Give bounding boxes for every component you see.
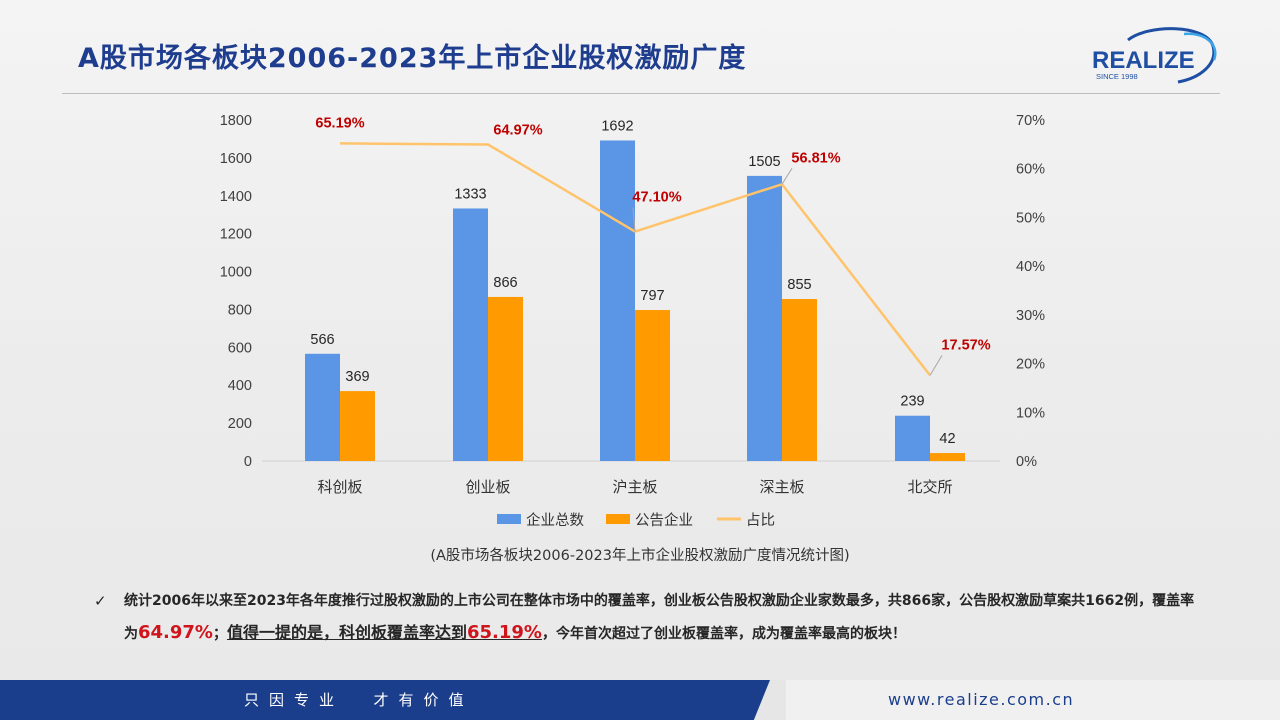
legend-label: 公告企业: [635, 511, 693, 529]
x-tick-label: 科创板: [317, 478, 362, 496]
bar-announced: [488, 296, 523, 461]
ratio-label: 17.57%: [941, 337, 990, 353]
bar-total: [895, 415, 930, 461]
x-tick-label: 沪主板: [612, 478, 657, 496]
bar-value-label: 239: [900, 394, 924, 410]
y2-tick-label: 20%: [1016, 357, 1045, 373]
legend-label: 占比: [746, 512, 775, 529]
y-tick-label: 1600: [220, 151, 252, 167]
page-title: A股市场各板块2006-2023年上市企业股权激励广度: [78, 43, 747, 74]
y-tick-label: 200: [228, 416, 252, 432]
label-leader: [632, 207, 636, 232]
chart-legend: 企业总数 公告企业 占比: [497, 511, 775, 529]
bar-announced: [930, 453, 965, 461]
x-axis-labels: 科创板 创业板 沪主板 深主板 北交所: [317, 478, 952, 496]
bars: [305, 140, 965, 461]
footer-website-link[interactable]: www.realize.com.cn: [888, 690, 1075, 709]
y2-tick-label: 60%: [1016, 162, 1045, 178]
ratio-line: 65.19% 64.97% 47.10% 56.81% 17.57%: [315, 115, 991, 377]
y-tick-label: 1000: [220, 265, 252, 281]
bar-value-label: 855: [787, 277, 811, 293]
title-divider: [62, 93, 1220, 94]
ratio-label: 47.10%: [632, 190, 681, 206]
bar-value-label: 1505: [748, 154, 780, 170]
y-tick-label: 0: [244, 454, 252, 470]
bar-value-label: 566: [310, 332, 334, 348]
label-leader: [929, 355, 943, 376]
y2-tick-label: 10%: [1016, 405, 1045, 421]
summary-text: 统计2006年以来至2023年各年度推行过股权激励的上市公司在整体市场中的覆盖率…: [124, 585, 1204, 650]
ratio-label: 64.97%: [493, 123, 542, 139]
y-tick-label: 1800: [220, 113, 252, 129]
footer-bar: 只因专业 才有价值 www.realize.com.cn: [0, 680, 1280, 720]
bar-value-label: 1692: [601, 118, 633, 134]
legend-swatch: [606, 514, 630, 524]
bar-total: [747, 175, 782, 461]
x-tick-label: 创业板: [465, 478, 510, 496]
bar-announced: [635, 310, 670, 461]
bar-announced: [782, 299, 817, 461]
bar-value-label: 1333: [454, 186, 486, 202]
y2-tick-label: 30%: [1016, 308, 1045, 324]
y2-tick-label: 0%: [1016, 454, 1037, 470]
y-axis-right: 0% 10% 20% 30% 40% 50% 60% 70%: [1016, 113, 1045, 470]
check-icon: ✓: [94, 592, 107, 610]
note-text-1: 统计2006年以来至2023年各年度推行过股权激励的上市公司在整体市场中的覆盖率…: [124, 593, 1195, 642]
note-rate-star: 65.19%: [467, 622, 542, 643]
bar-total: [600, 140, 635, 461]
bar-value-label: 797: [640, 288, 664, 304]
realize-logo: REALIZE SINCE 1998: [1092, 27, 1217, 84]
footer-right-panel-inner: [786, 680, 1280, 720]
summary-note: ✓ 统计2006年以来至2023年各年度推行过股权激励的上市公司在整体市场中的覆…: [94, 585, 1204, 650]
bar-announced: [340, 391, 375, 461]
chart-caption: (A股市场各板块2006-2023年上市企业股权激励广度情况统计图): [430, 548, 850, 564]
label-leader: [781, 167, 793, 185]
y2-tick-label: 70%: [1016, 113, 1045, 129]
bar-total: [305, 353, 340, 461]
logo-wordmark: REALIZE: [1092, 47, 1195, 74]
footer-slogan: 只因专业 才有价值: [244, 691, 474, 709]
y-tick-label: 600: [228, 340, 252, 356]
y2-tick-label: 50%: [1016, 210, 1045, 226]
y-tick-label: 1400: [220, 189, 252, 205]
y-tick-label: 400: [228, 378, 252, 394]
legend-swatch: [497, 514, 521, 524]
note-rate-chinext: 64.97%: [138, 622, 213, 643]
ratio-label: 65.19%: [315, 115, 364, 131]
x-tick-label: 深主板: [759, 478, 804, 496]
bar-line-chart: 0 200 400 600 800 1000 1200 1400 1600 1800 0% 10% 2…: [220, 113, 1045, 529]
bar-value-label: 369: [345, 369, 369, 385]
bar-value-label: 42: [939, 431, 955, 447]
note-text-2: ，今年首次超过了创业板覆盖率，成为覆盖率最高的板块！: [541, 626, 906, 642]
note-highlight-text: 值得一提的是，科创板覆盖率达到: [226, 623, 467, 642]
y-tick-label: 1200: [220, 227, 252, 243]
ratio-label: 56.81%: [791, 150, 840, 166]
y-axis-left: 0 200 400 600 800 1000 1200 1400 1600 1800: [220, 113, 252, 470]
y2-tick-label: 40%: [1016, 259, 1045, 275]
bar-value-label: 866: [493, 275, 517, 291]
note-separator: ；: [212, 626, 227, 642]
y-tick-label: 800: [228, 302, 252, 318]
legend-label: 企业总数: [526, 511, 584, 529]
logo-since: SINCE 1998: [1096, 72, 1138, 81]
bar-total: [453, 208, 488, 461]
bar-labels: 566 1333 1692 1505 239 369 866 797 855 42: [310, 118, 955, 447]
note-highlight: 值得一提的是，科创板覆盖率达到65.19%: [226, 622, 542, 643]
x-tick-label: 北交所: [907, 478, 952, 496]
